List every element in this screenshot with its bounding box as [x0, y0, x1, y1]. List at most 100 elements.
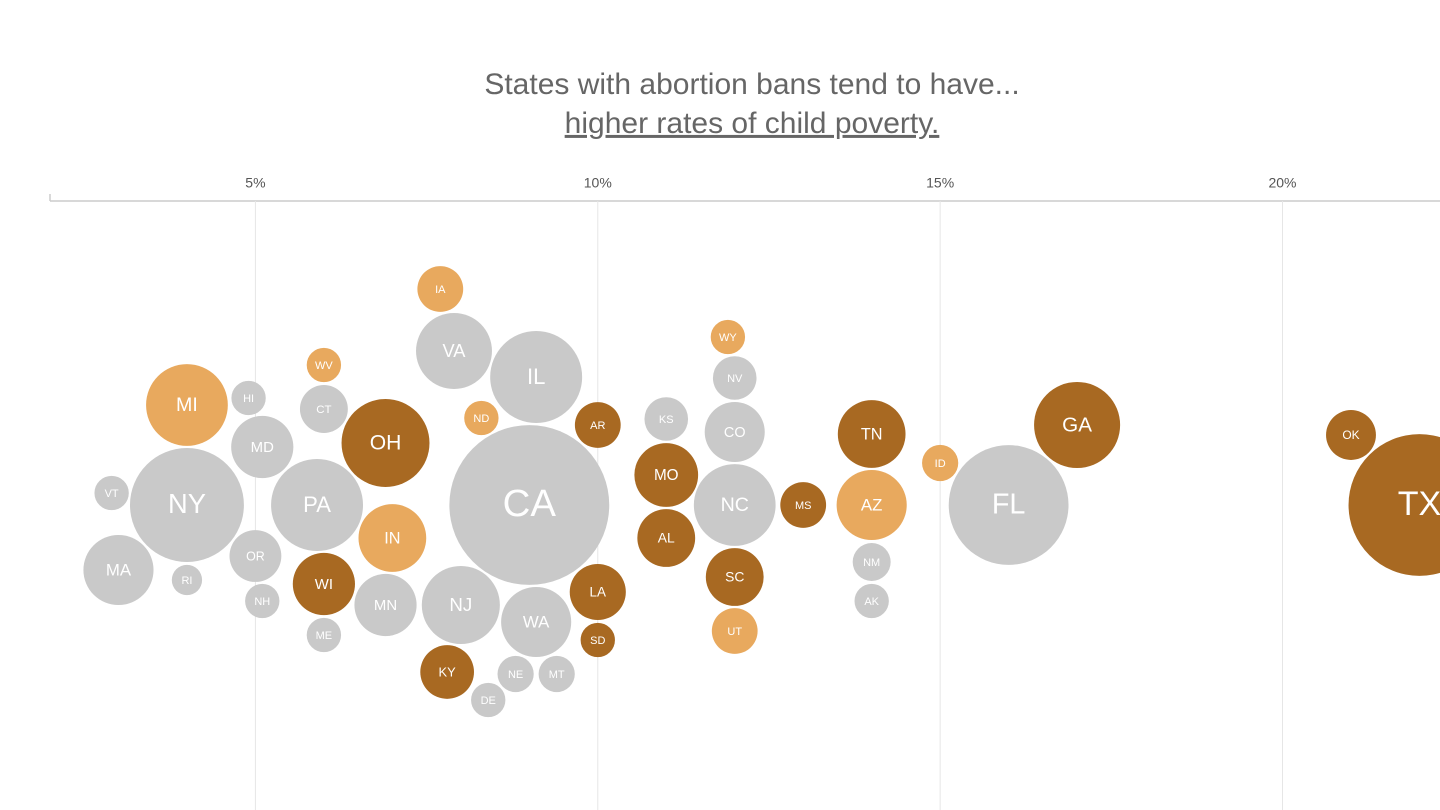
- bubble: [922, 444, 959, 482]
- bubble-label: AR: [590, 420, 605, 432]
- bubble: [146, 364, 228, 446]
- bubble-label: VT: [105, 488, 119, 500]
- bubble-label: UT: [727, 626, 742, 638]
- bubble-label: IN: [384, 529, 400, 547]
- x-tick-label: 5%: [245, 175, 265, 191]
- bubble: [1348, 434, 1440, 576]
- bubble: [501, 586, 572, 658]
- bubble-label: CA: [503, 482, 557, 525]
- bubble: [580, 622, 615, 658]
- bubble: [705, 548, 764, 606]
- bubble-label: NY: [168, 488, 206, 519]
- bubble-label: CO: [724, 425, 746, 441]
- bubble: [569, 563, 626, 621]
- bubble: [490, 331, 583, 423]
- bubble-label: HI: [243, 393, 254, 405]
- bubble-label: WY: [719, 332, 737, 344]
- bubble-label: AK: [864, 596, 879, 608]
- chart-title: States with abortion bans tend to have..…: [484, 68, 1019, 101]
- bubble: [354, 573, 417, 637]
- bubble-label: NE: [508, 669, 523, 681]
- bubble: [306, 617, 342, 653]
- bubble-label: FL: [992, 489, 1026, 521]
- bubble: [644, 397, 689, 441]
- bubble: [299, 385, 348, 433]
- chart-subtitle: higher rates of child poverty.: [565, 107, 940, 140]
- bubble: [416, 313, 492, 389]
- bubble: [693, 464, 776, 546]
- bubble: [836, 469, 907, 541]
- bubble-label: SC: [725, 569, 744, 585]
- bubble: [837, 400, 906, 468]
- bubble-label: AZ: [861, 495, 882, 514]
- bubble: [417, 266, 464, 312]
- bubble: [358, 504, 427, 572]
- bubble-label: MT: [549, 669, 565, 681]
- bubble: [634, 443, 699, 507]
- bubble-label: WA: [523, 612, 550, 631]
- bubble: [497, 655, 534, 693]
- bubble-label: AL: [658, 530, 675, 546]
- bubble: [710, 319, 746, 355]
- bubble: [94, 475, 129, 511]
- bubble: [854, 583, 889, 619]
- bubble: [129, 448, 244, 562]
- bubble-label: KS: [659, 414, 674, 426]
- bubble-label: GA: [1062, 413, 1092, 436]
- bubble: [637, 509, 696, 567]
- bubble: [852, 543, 891, 581]
- bubble-label: OH: [370, 432, 402, 455]
- bubble: [538, 655, 575, 693]
- bubble-label: IL: [527, 364, 545, 389]
- bubble: [171, 564, 203, 596]
- bubble: [1326, 410, 1376, 460]
- x-tick-label: 10%: [584, 175, 612, 191]
- bubble: [245, 583, 280, 619]
- bubble-label: WI: [315, 576, 333, 593]
- bubble-label: ND: [473, 413, 489, 425]
- bubble-label: ME: [316, 630, 333, 642]
- bubble-label: MD: [251, 439, 274, 456]
- bubble-label: SD: [590, 635, 605, 647]
- bubble: [712, 356, 757, 400]
- bubble-label: ID: [935, 458, 946, 470]
- bubble: [574, 402, 621, 448]
- bubble: [421, 565, 500, 645]
- bubble-label: TN: [861, 425, 883, 443]
- bubble: [449, 425, 610, 585]
- bubble: [420, 645, 474, 699]
- bubble: [948, 445, 1069, 565]
- bubble-label: MO: [654, 467, 679, 484]
- bubble: [229, 530, 282, 582]
- bubble-label: OR: [246, 549, 265, 563]
- bubble-label: RI: [181, 575, 192, 587]
- bubble-label: MI: [176, 394, 198, 416]
- bubble-label: NV: [727, 373, 743, 385]
- x-tick-label: 15%: [926, 175, 954, 191]
- bubble-label: MN: [374, 597, 397, 614]
- bubble: [231, 415, 294, 479]
- bubble-label: KY: [439, 664, 457, 679]
- x-tick-label: 20%: [1268, 175, 1296, 191]
- bubble: [271, 459, 364, 551]
- bubble-label: MS: [795, 500, 812, 512]
- bubble: [231, 380, 266, 416]
- bubble: [704, 401, 765, 463]
- bubble-label: PA: [303, 492, 331, 517]
- bubble-label: VA: [443, 341, 467, 361]
- bubble: [464, 400, 499, 436]
- bubble: [292, 552, 355, 616]
- bubble-label: NM: [863, 557, 880, 569]
- bubble-label: DE: [481, 695, 496, 707]
- bubble-label: MA: [106, 560, 132, 579]
- bubble-label: IA: [435, 284, 446, 296]
- bubble-label: NH: [254, 596, 270, 608]
- bubble-label: TX: [1398, 485, 1440, 523]
- bubble: [711, 608, 758, 654]
- bubble-label: WV: [315, 360, 333, 372]
- bubble: [341, 399, 430, 487]
- bubble: [471, 682, 506, 718]
- bubble-label: CT: [316, 404, 331, 416]
- bubble: [306, 347, 342, 383]
